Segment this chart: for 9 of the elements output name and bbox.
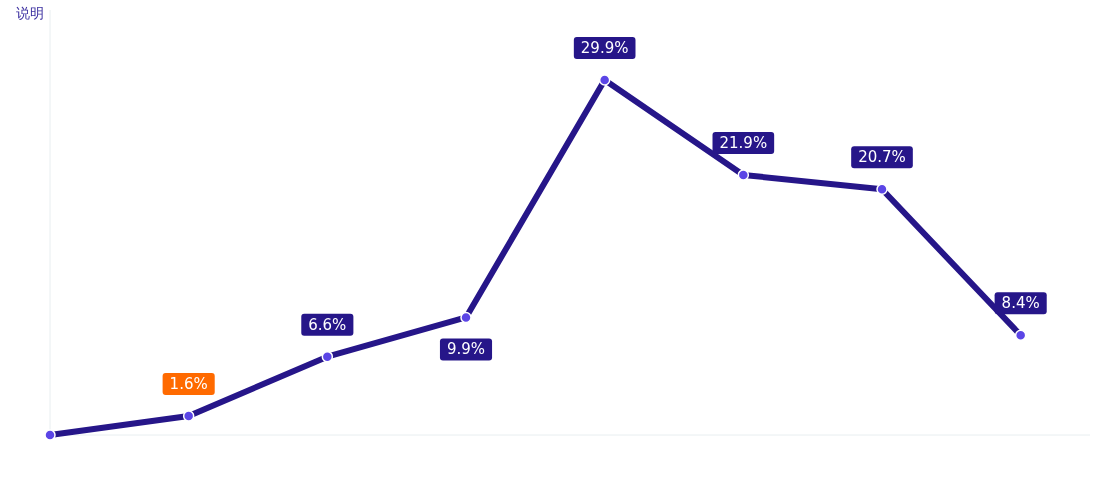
data-label: 20.7% (858, 148, 906, 167)
data-label: 1.6% (169, 375, 208, 393)
data-label: 8.4% (1001, 294, 1040, 313)
data-label: 29.9% (580, 39, 629, 57)
data-label: 9.9% (446, 340, 486, 359)
data-label: 6.6% (308, 315, 347, 334)
y-axis-title: 说明 (16, 5, 44, 21)
data-label: 21.9% (719, 133, 768, 152)
point (44, 429, 56, 441)
